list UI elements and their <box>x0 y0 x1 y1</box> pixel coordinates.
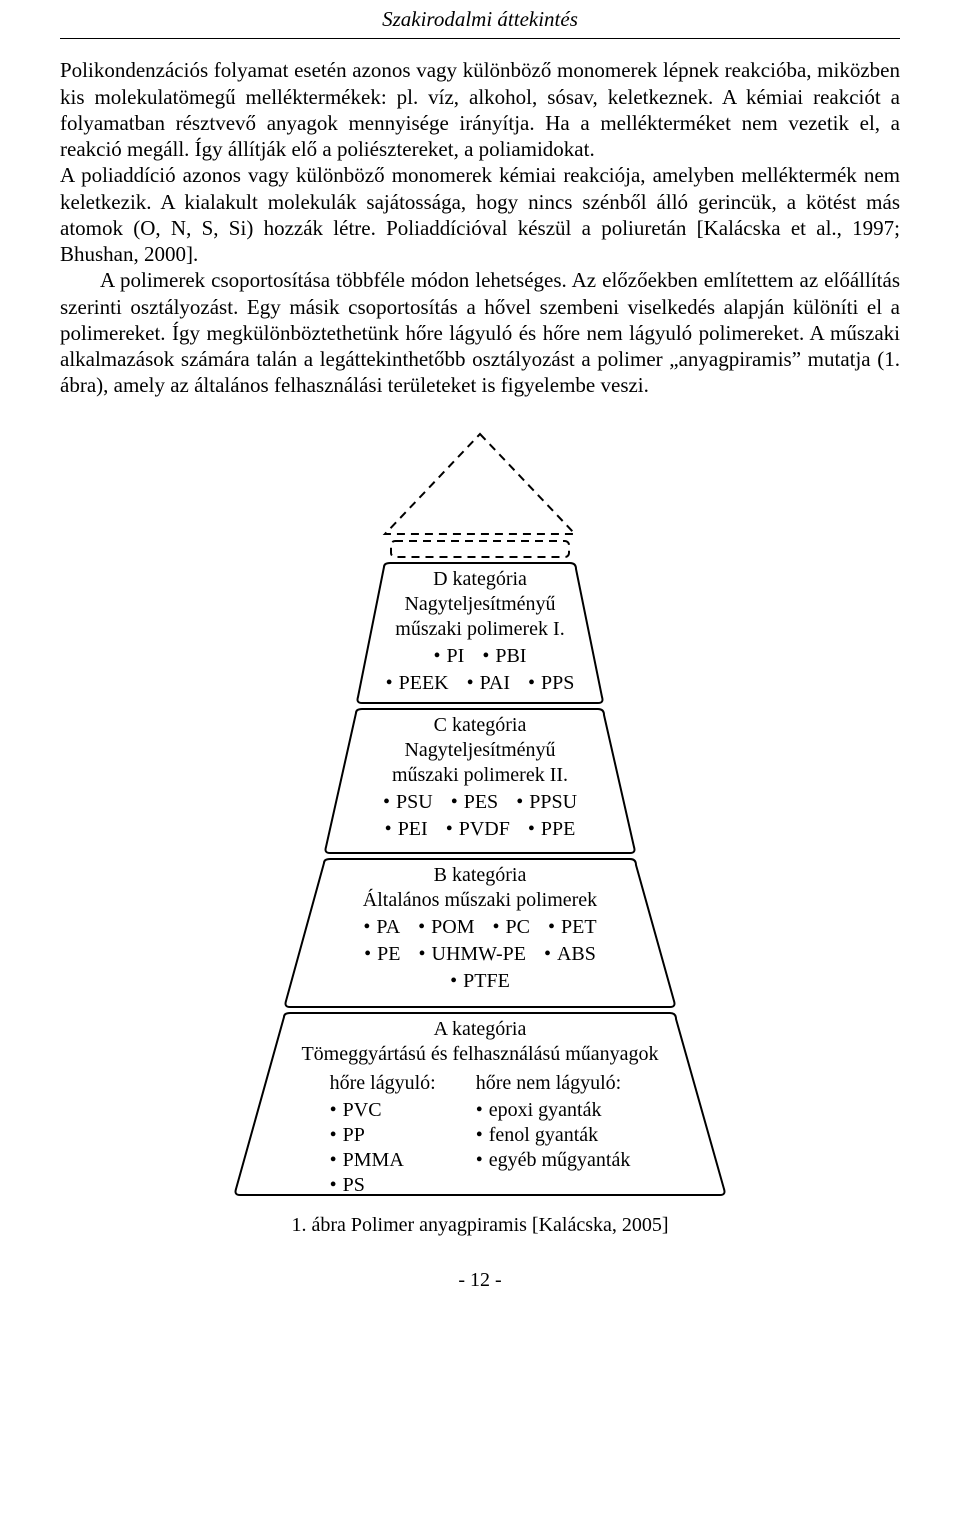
level-b-item: POM <box>418 915 474 940</box>
level-b-items: PA POM PC PET <box>295 915 665 940</box>
level-c-items: PSU PES PPSU <box>335 790 625 815</box>
level-a-right-item: egyéb műgyanták <box>476 1148 631 1173</box>
paragraph-1: Polikondenzációs folyamat esetén azonos … <box>60 57 900 162</box>
paragraph-2: A poliaddíció azonos vagy különböző mono… <box>60 162 900 267</box>
level-a-right-title: hőre nem lágyuló: <box>476 1071 631 1096</box>
pyramid-level-a: A kategória Tömeggyártású és felhasználá… <box>245 1017 715 1198</box>
level-d-items-row2: PEEK PAI PPS <box>365 671 595 696</box>
level-c-item: PSU <box>383 790 433 815</box>
level-b-items-row2: PE UHMW-PE ABS <box>295 942 665 967</box>
level-a-title: A kategória Tömeggyártású és felhasználá… <box>245 1017 715 1067</box>
level-a-left-col: hőre lágyuló: PVC PP PMMA PS <box>330 1071 436 1198</box>
level-a-left-item: PP <box>330 1123 436 1148</box>
pyramid-level-c: C kategória Nagyteljesítményű műszaki po… <box>335 713 625 842</box>
level-a-right-col: hőre nem lágyuló: epoxi gyanták fenol gy… <box>476 1071 631 1198</box>
level-c-title: C kategória Nagyteljesítményű műszaki po… <box>335 713 625 788</box>
level-b-item: PTFE <box>450 969 510 994</box>
level-b-title: B kategória Általános műszaki polimerek <box>295 863 665 913</box>
level-a-right-item: epoxi gyanták <box>476 1098 631 1123</box>
pyramid-level-b: B kategória Általános műszaki polimerek … <box>295 863 665 994</box>
level-a-columns: hőre lágyuló: PVC PP PMMA PS hőre nem lá… <box>245 1071 715 1198</box>
page-number: - 12 - <box>60 1268 900 1293</box>
level-c-item: PPSU <box>516 790 577 815</box>
figure-caption: 1. ábra Polimer anyagpiramis [Kalácska, … <box>60 1213 900 1238</box>
level-d-items: PI PBI <box>365 644 595 669</box>
level-b-item: PE <box>364 942 400 967</box>
body-text: Polikondenzációs folyamat esetén azonos … <box>60 57 900 398</box>
level-d-item: PI <box>434 644 465 669</box>
level-d-item: PBI <box>482 644 526 669</box>
page-header: Szakirodalmi áttekintés <box>60 0 900 39</box>
level-c-item: PES <box>451 790 498 815</box>
level-b-items-row3: PTFE <box>295 969 665 994</box>
level-a-left-item: PS <box>330 1173 436 1198</box>
level-b-item: PC <box>493 915 530 940</box>
level-c-item: PPE <box>528 817 575 842</box>
level-b-item: PA <box>363 915 400 940</box>
level-d-title: D kategória Nagyteljesítményű műszaki po… <box>365 567 595 642</box>
level-d-item: PAI <box>467 671 510 696</box>
level-c-items-row2: PEI PVDF PPE <box>335 817 625 842</box>
level-a-left-item: PVC <box>330 1098 436 1123</box>
pyramid-level-d: D kategória Nagyteljesítményű műszaki po… <box>365 567 595 696</box>
level-b-item: ABS <box>544 942 596 967</box>
pyramid-figure: D kategória Nagyteljesítményű műszaki po… <box>170 429 790 1199</box>
level-d-item: PPS <box>528 671 574 696</box>
paragraph-3: A polimerek csoportosítása többféle módo… <box>60 267 900 398</box>
level-a-right-item: fenol gyanták <box>476 1123 631 1148</box>
level-a-left-title: hőre lágyuló: <box>330 1071 436 1096</box>
level-c-item: PVDF <box>446 817 510 842</box>
level-b-item: PET <box>548 915 597 940</box>
level-a-left-item: PMMA <box>330 1148 436 1173</box>
level-c-item: PEI <box>385 817 428 842</box>
level-d-item: PEEK <box>386 671 449 696</box>
level-b-item: UHMW-PE <box>418 942 525 967</box>
